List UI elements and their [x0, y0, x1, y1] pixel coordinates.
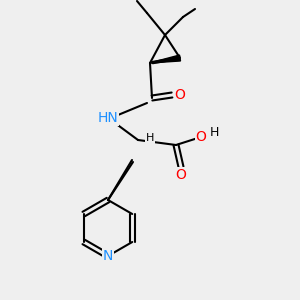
- Text: O: O: [175, 88, 185, 102]
- Text: HN: HN: [98, 111, 118, 125]
- Text: O: O: [176, 168, 186, 182]
- Text: O: O: [196, 130, 206, 144]
- Polygon shape: [149, 55, 181, 63]
- Text: H: H: [146, 133, 154, 143]
- Text: H: H: [209, 125, 219, 139]
- Text: N: N: [103, 249, 113, 263]
